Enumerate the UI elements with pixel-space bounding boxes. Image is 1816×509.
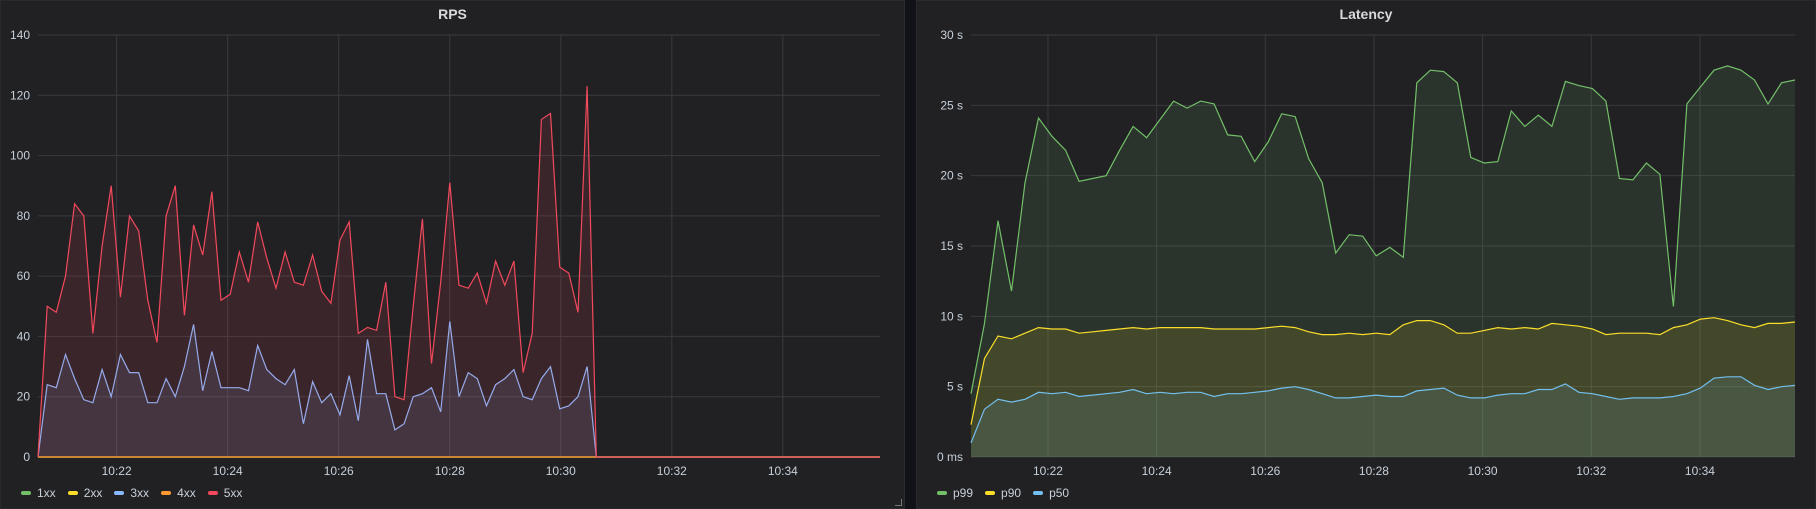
legend-p90-label: p90 <box>1001 486 1022 500</box>
legend-3xx-swatch <box>114 491 125 495</box>
legend-p50-swatch <box>1033 491 1044 495</box>
latency-y-tick-label: 10 s <box>940 309 963 323</box>
latency-x-tick-label: 10:22 <box>1033 464 1063 478</box>
latency-series-p50-area <box>971 376 1795 457</box>
legend-p50[interactable]: p50 <box>1033 486 1069 500</box>
legend-4xx-label: 4xx <box>177 486 196 500</box>
legend-4xx-swatch <box>161 491 172 495</box>
latency-panel-title[interactable]: Latency <box>1339 6 1393 22</box>
legend-2xx-swatch <box>67 491 78 495</box>
rps-y-tick-label: 80 <box>17 209 31 223</box>
latency-y-tick-label: 0 ms <box>937 450 963 464</box>
legend-p50-label: p50 <box>1049 486 1070 500</box>
legend-5xx-swatch <box>207 491 218 495</box>
rps-y-tick-label: 0 <box>23 450 30 464</box>
latency-x-tick-label: 10:24 <box>1142 464 1172 478</box>
latency-y-tick-label: 20 s <box>940 169 963 183</box>
rps-panel: RPS 0 20 40 60 80 100 120 140 10:22 10:24 10:26 10:… <box>0 0 905 509</box>
legend-5xx-label: 5xx <box>223 486 243 500</box>
legend-2xx[interactable]: 2xx <box>67 486 103 500</box>
latency-x-tick-label: 10:32 <box>1576 464 1606 478</box>
legend-p99[interactable]: p99 <box>937 486 973 500</box>
rps-series-3xx-area <box>38 321 880 457</box>
latency-x-tick-label: 10:30 <box>1468 464 1498 478</box>
legend-p90[interactable]: p90 <box>985 486 1021 500</box>
rps-panel-title[interactable]: RPS <box>438 6 467 22</box>
legend-3xx[interactable]: 3xx <box>114 486 149 500</box>
rps-y-tick-label: 100 <box>10 149 30 163</box>
rps-y-tick-label: 40 <box>17 329 31 343</box>
latency-series-p90-line[interactable] <box>970 317 1796 425</box>
latency-series-p90-area <box>971 317 1795 457</box>
latency-x-tick-label: 10:34 <box>1685 464 1715 478</box>
legend-p99-swatch <box>937 491 947 495</box>
rps-y-tick-label: 140 <box>10 28 30 42</box>
rps-y-tick-label: 120 <box>10 88 30 102</box>
latency-legend: p99 p90 p50 <box>937 486 1069 500</box>
rps-chart[interactable]: 0 20 40 60 80 100 120 140 10:22 10:24 10:26 10:28 10… <box>1 1 904 508</box>
rps-legend: 1xx 2xx 3xx 4xx 5xx <box>21 486 242 500</box>
rps-series-5xx-line[interactable] <box>37 86 880 458</box>
latency-y-tick-label: 5 s <box>947 380 963 394</box>
latency-y-tick-label: 25 s <box>940 98 963 112</box>
latency-y-tick-label: 30 s <box>940 28 963 42</box>
legend-1xx[interactable]: 1xx <box>21 486 56 500</box>
rps-y-tick-label: 20 <box>17 390 31 404</box>
legend-p99-label: p99 <box>953 486 974 500</box>
legend-5xx[interactable]: 5xx <box>207 486 243 500</box>
rps-x-tick-label: 10:26 <box>324 464 354 478</box>
legend-4xx[interactable]: 4xx <box>161 486 196 500</box>
latency-chart[interactable]: 0 ms 5 s 10 s 15 s 20 s 25 s 30 s 10:22 10:24 10:… <box>917 1 1815 508</box>
legend-3xx-label: 3xx <box>130 486 150 500</box>
latency-series-p50-line[interactable] <box>970 376 1796 444</box>
legend-p90-swatch <box>985 491 996 495</box>
rps-x-tick-label: 10:28 <box>435 464 465 478</box>
rps-x-tick-label: 10:34 <box>768 464 798 478</box>
rps-x-tick-label: 10:30 <box>546 464 576 478</box>
rps-x-tick-label: 10:22 <box>102 464 132 478</box>
rps-y-tick-label: 60 <box>17 269 31 283</box>
latency-series-p99-area <box>971 65 1795 458</box>
rps-x-tick-label: 10:24 <box>213 464 243 478</box>
latency-y-tick-label: 15 s <box>940 239 963 253</box>
rps-x-tick-label: 10:32 <box>657 464 687 478</box>
latency-panel: Latency 0 ms 5 s 10 s 15 s 20 s 25 s 30 s 10:22… <box>916 0 1816 509</box>
latency-x-tick-label: 10:28 <box>1359 464 1389 478</box>
legend-2xx-label: 2xx <box>83 486 103 500</box>
latency-x-tick-label: 10:26 <box>1250 464 1280 478</box>
legend-1xx-label: 1xx <box>37 486 56 500</box>
latency-series-p99-line[interactable] <box>970 65 1796 394</box>
rps-series-5xx-area <box>38 86 880 457</box>
legend-1xx-swatch <box>21 491 31 495</box>
rps-panel-resize-handle[interactable] <box>895 499 902 506</box>
